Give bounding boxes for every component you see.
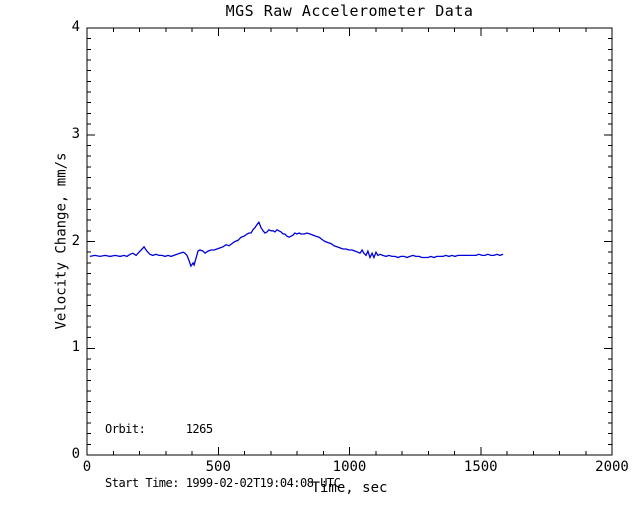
annotation-block: Orbit: 1265 Start Time: 1999-02-02T19:04… (105, 384, 341, 512)
x-tick-label: 500 (205, 459, 231, 475)
annotation-orbit: Orbit: 1265 (105, 422, 213, 436)
y-tick-label: 3 (71, 125, 80, 142)
annotation-start-time: Start Time: 1999-02-02T19:04:08 UTC (105, 476, 341, 490)
x-tick-label: 2000 (595, 459, 629, 475)
chart-title: MGS Raw Accelerometer Data (225, 2, 474, 20)
x-axis-label: Time, sec (311, 480, 388, 496)
y-tick-label: 2 (71, 232, 80, 249)
x-tick-label: 0 (82, 459, 92, 475)
y-tick-label: 0 (71, 446, 80, 462)
y-tick-label: 4 (71, 19, 80, 35)
y-tick-label: 1 (71, 339, 80, 356)
x-tick-label: 1000 (332, 459, 367, 475)
x-tick-label: 1500 (463, 459, 498, 475)
data-series-velocity-change (89, 221, 504, 268)
